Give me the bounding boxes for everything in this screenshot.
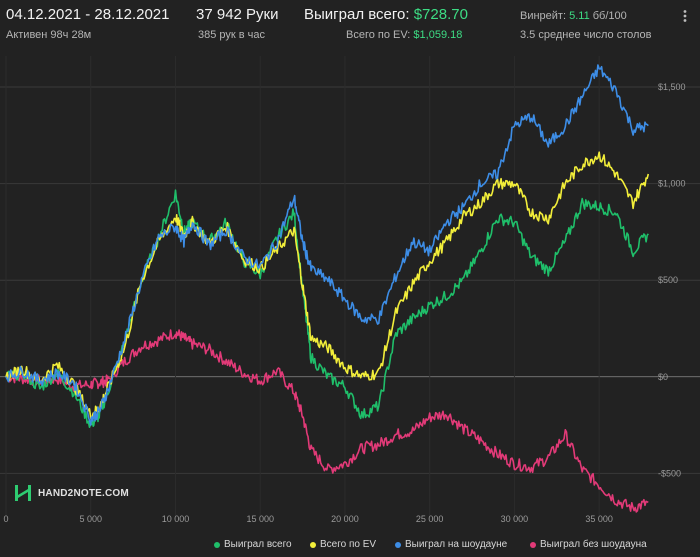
y-tick-label: $0 (658, 372, 668, 382)
y-tick-label: $1,500 (658, 82, 686, 92)
avg-tables: 3.5 среднее число столов (520, 29, 652, 41)
hand2note-logo-icon (15, 485, 31, 501)
legend-dot-icon (310, 541, 316, 548)
winrate-label: Винрейт: (520, 10, 567, 22)
active-time: Активен 98ч 28м (6, 29, 92, 41)
winrate-value: 5.11 (569, 10, 590, 22)
profit-chart: $1,500 $1,000 $500 $0 -$500 0 5 000 10 000 15 0… (0, 56, 700, 524)
more-options-icon[interactable] (678, 9, 692, 23)
legend-item-showdown[interactable]: Выиграл на шоудауне (395, 539, 507, 550)
logo-text: HAND2NOTE.COM (38, 487, 129, 499)
x-tick-label: 5 000 (79, 514, 102, 524)
legend-label: Выиграл без шоудауна (540, 539, 647, 550)
chart-legend: Выиграл всего Всего по EV Выиграл на шоу… (0, 536, 700, 554)
y-tick-label: $1,000 (658, 179, 686, 189)
hands-count: 37 942 Руки (196, 6, 279, 23)
chart-grid (0, 56, 700, 516)
legend-dot-icon (395, 541, 401, 548)
x-tick-label: 25 000 (416, 514, 444, 524)
ev-label: Всего по EV: (346, 29, 411, 41)
legend-label: Всего по EV (320, 539, 377, 550)
won-total-label: Выиграл всего: (304, 6, 410, 23)
y-tick-label: -$500 (658, 468, 681, 478)
x-tick-label: 10 000 (162, 514, 190, 524)
x-tick-label: 0 (3, 514, 8, 524)
date-range: 04.12.2021 - 28.12.2021 (6, 6, 170, 23)
ev-stat: Всего по EV: $1,059.18 (346, 29, 462, 41)
hands-per-hour: 385 рук в час (198, 29, 266, 41)
x-axis-ticks: 0 5 000 10 000 15 000 20 000 25 000 30 000 35 0… (3, 514, 612, 524)
ev-value: $1,059.18 (413, 29, 463, 41)
legend-label: Выиграл на шоудауне (405, 539, 508, 550)
legend-dot-icon (530, 541, 536, 548)
series-line (5, 189, 649, 428)
x-tick-label: 30 000 (501, 514, 529, 524)
legend-dot-icon (214, 541, 220, 548)
hand2note-logo: HAND2NOTE.COM (14, 484, 129, 502)
legend-item-all-ev[interactable]: Всего по EV (310, 539, 376, 550)
series-line (5, 64, 649, 426)
winrate-unit: бб/100 (592, 10, 627, 22)
legend-item-won-total[interactable]: Выиграл всего (214, 539, 292, 550)
y-tick-label: $500 (658, 275, 678, 285)
won-total-stat: Выиграл всего: $728.70 (304, 6, 468, 23)
legend-label: Выиграл всего (224, 539, 292, 550)
chart-series (5, 64, 650, 513)
winrate-stat: Винрейт: 5.11 бб/100 (520, 10, 627, 22)
y-axis-ticks: $1,500 $1,000 $500 $0 -$500 (658, 82, 686, 478)
x-tick-label: 15 000 (246, 514, 274, 524)
won-total-value: $728.70 (413, 6, 468, 23)
series-line (5, 329, 649, 513)
x-tick-label: 20 000 (331, 514, 359, 524)
x-tick-label: 35 000 (585, 514, 613, 524)
legend-item-non-showdown[interactable]: Выиграл без шоудауна (530, 539, 647, 550)
stats-header: 04.12.2021 - 28.12.2021 Активен 98ч 28м … (0, 0, 700, 50)
